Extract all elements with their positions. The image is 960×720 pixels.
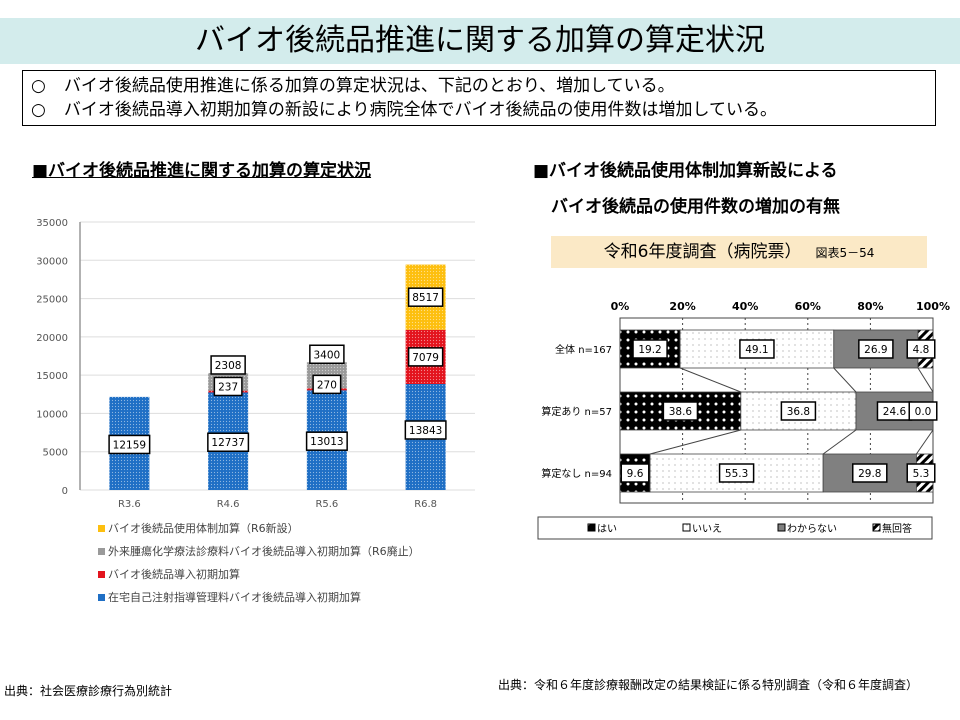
legend-label: わからない [787,523,837,535]
data-label: 7079 [412,352,439,364]
data-label-box [906,463,936,483]
data-label-box [210,355,246,375]
legend-item: 外来腫瘍化学療法診療料バイオ後続品導入初期加算（R6廃止） [98,543,420,559]
data-label: 13843 [409,425,442,437]
y-tick-label: 25000 [36,295,68,306]
data-label: 36.8 [787,406,810,418]
data-label: 0.0 [915,406,932,418]
data-label-box [213,376,243,397]
source-right: 出典：令和６年度診療報酬改定の結果検証に係る特別調査（令和６年度調査） [498,678,919,692]
legend-item: バイオ後続品導入初期加算 [98,566,240,582]
summary-line: ○ バイオ後続品導入初期加算の新設により病院全体でバイオ後続品の使用件数は増加して… [31,100,777,120]
connector-line [833,367,857,393]
x-tick-label: 60% [795,300,821,313]
page-title: バイオ後続品推進に関する加算の算定状況 [0,18,960,64]
data-label: 13013 [310,436,343,448]
summary-box: ○ バイオ後続品使用推進に係る加算の算定状況は、下記のとおり、増加している。 ○ バ… [22,70,936,126]
legend-swatch [777,523,786,532]
legend-swatch [682,523,691,532]
data-label: 270 [317,379,337,391]
legend-label: 無回答 [882,522,912,535]
data-label: 9.6 [627,468,644,480]
x-tick-label: 100% [916,300,950,313]
data-label: 12737 [211,437,244,449]
survey-label: 令和6年度調査（病院票） 図表5－54 [551,236,927,268]
x-tick-label: 80% [857,300,883,313]
x-tick-label: R4.6 [217,499,240,510]
data-label: 3400 [314,349,341,361]
legend-label: はい [597,523,617,535]
data-label-box [908,401,938,421]
data-label: 26.9 [864,344,887,356]
x-tick-label: 20% [669,300,695,313]
data-label-box [407,347,444,367]
legend-frame [537,516,933,540]
y-tick-label: 10000 [36,409,68,420]
category-label: 算定あり n=57 [541,405,612,418]
category-label: 算定なし n=94 [541,467,612,480]
data-label-box [852,463,888,483]
y-tick-label: 0 [62,486,68,497]
data-label-box [632,339,668,359]
left-heading: ■バイオ後続品推進に関する加算の算定状況 [32,161,372,181]
data-label: 55.3 [725,468,748,480]
data-label-box [858,339,894,359]
data-label-box [739,339,775,359]
figure-ref: 図表5－54 [815,246,875,260]
data-label: 49.1 [745,344,768,356]
data-label: 4.8 [913,344,930,356]
data-label: 5.3 [913,468,930,480]
data-label: 24.6 [883,406,907,418]
x-tick-label: R5.6 [315,499,338,510]
connector-line [915,429,934,455]
x-tick-label: 0% [611,300,630,313]
y-tick-label: 5000 [43,448,68,459]
data-label-box [309,344,345,365]
y-tick-label: 15000 [36,371,68,382]
x-tick-label: 40% [732,300,758,313]
data-label-box [718,463,755,483]
data-label-box [108,434,151,455]
connector-line [679,367,742,393]
legend-label: いいえ [692,523,722,535]
connector-line [822,429,857,455]
legend-item: 在宅自己注射指導管理料バイオ後続品導入初期加算 [98,589,361,605]
data-label-box [407,287,444,307]
right-heading-1: ■バイオ後続品使用体制加算新設による [533,161,838,181]
data-label-box [207,432,250,452]
data-label-box [662,401,699,421]
data-label-box [780,401,817,421]
data-label-box [312,374,342,395]
right-heading-2: バイオ後続品の使用件数の増加の有無 [551,197,840,217]
connector-line [649,429,741,455]
data-label-box [305,431,348,451]
data-label: 2308 [215,360,242,372]
data-label-box [906,339,936,359]
data-label: 29.8 [858,468,881,480]
data-label: 19.2 [638,344,661,356]
data-label-box [620,463,650,483]
data-label: 237 [218,381,238,393]
data-label-box [404,420,447,440]
legend-swatch [872,523,881,532]
x-tick-label: R3.6 [118,499,141,510]
summary-line: ○ バイオ後続品使用推進に係る加算の算定状況は、下記のとおり、増加している。 [31,76,675,96]
category-label: 全体 n=167 [555,343,612,356]
legend-item: バイオ後続品使用体制加算（R6新設） [98,520,299,536]
y-tick-label: 20000 [36,333,68,344]
y-tick-label: 35000 [36,218,68,229]
data-label: 8517 [412,292,439,304]
source-left: 出典：社会医療診療行為別統計 [4,684,173,698]
data-label: 38.6 [669,406,693,418]
connector-line [917,367,934,393]
x-tick-label: R6.8 [414,499,437,510]
legend-swatch [587,523,596,532]
y-tick-label: 30000 [36,256,68,267]
data-label: 12159 [113,439,146,451]
